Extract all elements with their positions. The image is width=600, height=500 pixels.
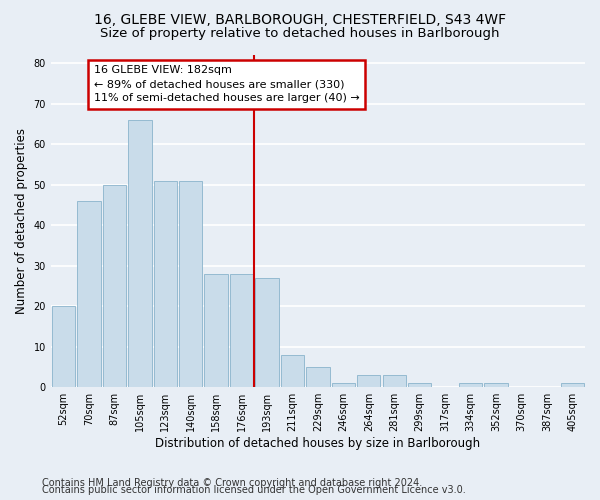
Text: 16, GLEBE VIEW, BARLBOROUGH, CHESTERFIELD, S43 4WF: 16, GLEBE VIEW, BARLBOROUGH, CHESTERFIEL… <box>94 12 506 26</box>
Bar <box>154 180 177 387</box>
Bar <box>357 375 380 387</box>
Bar <box>230 274 253 387</box>
X-axis label: Distribution of detached houses by size in Barlborough: Distribution of detached houses by size … <box>155 437 481 450</box>
Bar <box>179 180 202 387</box>
Bar <box>332 383 355 387</box>
Bar <box>128 120 152 387</box>
Text: Contains HM Land Registry data © Crown copyright and database right 2024.: Contains HM Land Registry data © Crown c… <box>42 478 422 488</box>
Bar <box>383 375 406 387</box>
Bar <box>306 367 329 387</box>
Bar <box>77 201 101 387</box>
Bar <box>205 274 228 387</box>
Y-axis label: Number of detached properties: Number of detached properties <box>15 128 28 314</box>
Bar <box>281 355 304 387</box>
Bar <box>52 306 75 387</box>
Text: Contains public sector information licensed under the Open Government Licence v3: Contains public sector information licen… <box>42 485 466 495</box>
Text: 16 GLEBE VIEW: 182sqm
← 89% of detached houses are smaller (330)
11% of semi-det: 16 GLEBE VIEW: 182sqm ← 89% of detached … <box>94 65 360 103</box>
Bar <box>459 383 482 387</box>
Bar <box>560 383 584 387</box>
Bar <box>103 184 126 387</box>
Bar <box>408 383 431 387</box>
Bar <box>256 278 279 387</box>
Text: Size of property relative to detached houses in Barlborough: Size of property relative to detached ho… <box>100 28 500 40</box>
Bar <box>484 383 508 387</box>
